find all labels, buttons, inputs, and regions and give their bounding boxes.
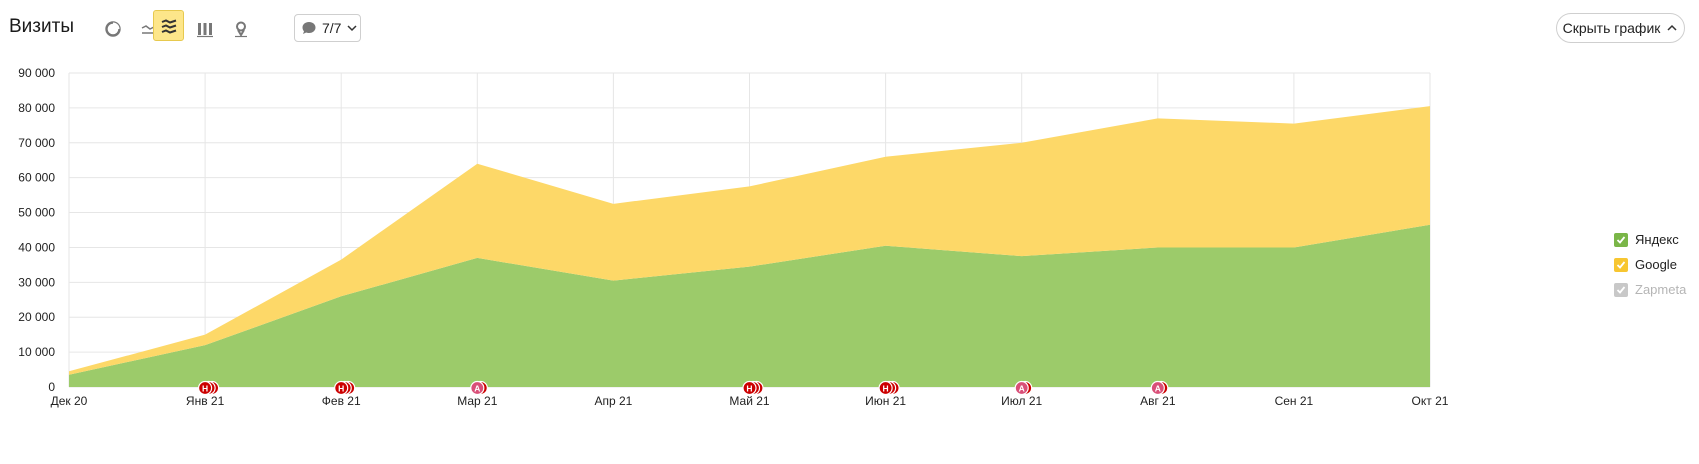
- y-tick-label: 50 000: [18, 206, 55, 220]
- chart-legend: Яндекс Google Zapmeta: [1614, 227, 1686, 302]
- legend-item-yandex[interactable]: Яндекс: [1614, 227, 1686, 252]
- marker-label: А: [1019, 383, 1025, 393]
- area-chart: 0 10 000 20 000 30 000 40 000 50 000 60 000 70 …: [18, 66, 1449, 408]
- y-tick-label: 30 000: [18, 275, 55, 289]
- x-tick-label: Сен 21: [1275, 394, 1314, 408]
- area-stack-icon: [161, 18, 176, 34]
- y-tick-label: 80 000: [18, 101, 55, 115]
- legend-item-google[interactable]: Google: [1614, 252, 1686, 277]
- map-chart-button[interactable]: [224, 12, 258, 46]
- map-icon: [235, 21, 247, 38]
- marker-label: А: [1155, 383, 1161, 393]
- marker-badge: [742, 380, 757, 396]
- x-tick-label: Мар 21: [457, 394, 497, 408]
- marker-label: Н: [746, 383, 752, 393]
- checkbox-icon: [1614, 282, 1628, 297]
- area-series-Яндекс: [69, 224, 1430, 387]
- y-tick-label: 20 000: [18, 310, 55, 324]
- x-tick-label: Май 21: [729, 394, 770, 408]
- legend-label: Google: [1635, 257, 1677, 272]
- chart-toolbar: Визиты: [0, 0, 1699, 56]
- marker-label: Н: [338, 383, 344, 393]
- marker-label: А: [474, 383, 480, 393]
- x-tick-label: Янв 21: [186, 394, 225, 408]
- notes-dropdown[interactable]: 7/7: [294, 14, 361, 42]
- chart-title: Визиты: [9, 16, 74, 37]
- area-chart-button[interactable]: [153, 10, 184, 41]
- y-tick-label: 40 000: [18, 240, 55, 254]
- y-tick-label: 70 000: [18, 136, 55, 150]
- bar-icon: [197, 23, 213, 38]
- marker-badge: [334, 380, 349, 396]
- hide-chart-label: Скрыть график: [1562, 20, 1661, 36]
- marker-badge: [198, 380, 213, 396]
- legend-item-zapmeta[interactable]: Zapmeta: [1614, 277, 1686, 302]
- x-tick-label: Апр 21: [594, 394, 632, 408]
- marker-badge: [1150, 380, 1165, 396]
- checkbox-icon: [1614, 232, 1628, 247]
- y-tick-label: 90 000: [18, 66, 55, 80]
- pie-chart-button[interactable]: [96, 12, 130, 46]
- x-tick-label: Авг 21: [1140, 394, 1176, 408]
- y-tick-label: 10 000: [18, 345, 55, 359]
- notes-count: 7/7: [322, 20, 342, 36]
- comment-icon: [302, 22, 316, 34]
- marker-label: Н: [202, 383, 208, 393]
- x-tick-label: Дек 20: [51, 394, 88, 408]
- marker-badge: [470, 380, 485, 396]
- legend-label: Яндекс: [1635, 232, 1679, 247]
- hide-chart-button[interactable]: Скрыть график: [1556, 13, 1685, 43]
- area-series-Google: [69, 106, 1430, 375]
- bar-chart-button[interactable]: [188, 12, 222, 46]
- marker-badge: [1014, 380, 1029, 396]
- y-tick-label: 0: [48, 380, 55, 394]
- checkbox-icon: [1614, 257, 1628, 272]
- x-tick-label: Фев 21: [322, 394, 361, 408]
- marker-badge: [878, 380, 893, 396]
- legend-label: Zapmeta: [1635, 282, 1687, 297]
- marker-label: Н: [883, 383, 889, 393]
- chevron-up-icon: [1667, 24, 1677, 31]
- x-tick-label: Июл 21: [1001, 394, 1042, 408]
- pie-icon: [105, 21, 121, 37]
- x-tick-label: Июн 21: [865, 394, 906, 408]
- x-tick-label: Окт 21: [1412, 394, 1449, 408]
- y-tick-label: 60 000: [18, 171, 55, 185]
- chevron-down-icon: [347, 25, 357, 32]
